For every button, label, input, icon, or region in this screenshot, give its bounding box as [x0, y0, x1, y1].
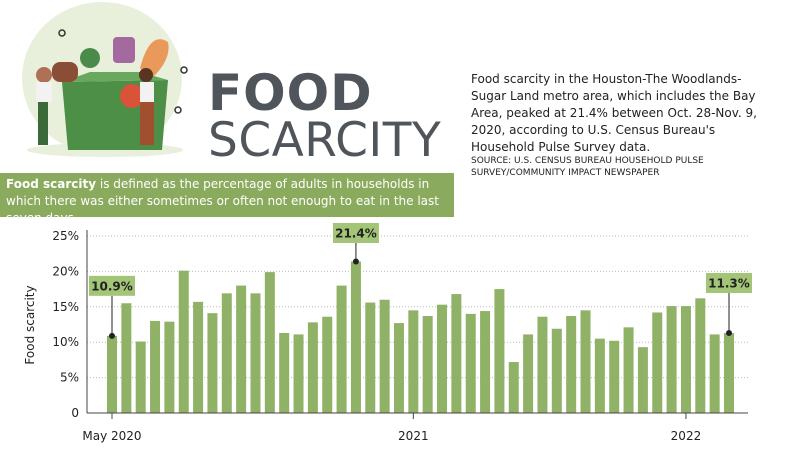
- x-tick-label: May 2020: [82, 429, 141, 443]
- label-dot: [726, 329, 732, 336]
- bar: [236, 285, 247, 413]
- bar: [379, 299, 390, 413]
- definition-term: Food scarcity: [6, 177, 97, 191]
- bar: [551, 328, 562, 413]
- bar: [465, 313, 476, 413]
- bar: [207, 313, 218, 413]
- bar: [566, 316, 577, 413]
- bar: [264, 272, 275, 413]
- bar: [150, 320, 161, 413]
- bar: [480, 311, 491, 413]
- y-tick-label: 15%: [52, 300, 79, 314]
- x-tick-label: 2021: [398, 429, 429, 443]
- illustration: [22, 2, 188, 157]
- label-box: [706, 272, 752, 293]
- bar: [609, 340, 620, 413]
- bar: [164, 321, 175, 413]
- bar: [365, 302, 376, 413]
- bar: [193, 301, 204, 413]
- bar: [623, 327, 634, 413]
- bar: [494, 289, 505, 413]
- bar: [508, 362, 519, 413]
- bar: [537, 316, 548, 413]
- y-tick-label: 5%: [60, 371, 79, 385]
- bar: [393, 323, 404, 413]
- bar: [652, 312, 663, 413]
- bar: [437, 304, 448, 413]
- bar: [322, 316, 333, 413]
- bar: [178, 270, 189, 413]
- bar: [293, 334, 304, 413]
- bar: [350, 261, 361, 413]
- bar: [523, 334, 534, 413]
- definition-text: is defined as the percentage of adults i…: [6, 177, 439, 225]
- bar: [279, 332, 290, 413]
- y-axis-label: Food scarcity: [23, 285, 37, 364]
- bar: [451, 294, 462, 413]
- definition: Food scarcity is defined as the percenta…: [0, 173, 454, 225]
- label-dot: [109, 332, 115, 339]
- y-tick-label: 25%: [52, 229, 79, 243]
- title: FOOD: [208, 64, 373, 122]
- bar: [594, 338, 605, 413]
- bar: [307, 322, 318, 413]
- bar: [107, 335, 117, 413]
- label-box: [89, 275, 135, 296]
- value-label: 11.3%: [708, 276, 750, 290]
- source: SOURCE: U.S. CENSUS BUREAU HOUSEHOLD PUL…: [471, 156, 704, 178]
- value-label: 10.9%: [91, 279, 133, 293]
- bar: [580, 310, 591, 413]
- label-box: [332, 223, 379, 243]
- bar: [724, 332, 734, 413]
- y-tick-label: 20%: [52, 264, 79, 278]
- bar: [637, 347, 648, 413]
- title: SCARCITY: [208, 113, 442, 168]
- label-dot: [352, 258, 359, 265]
- y-tick-label: 10%: [52, 335, 79, 349]
- description: Food scarcity in the Houston-The Woodlan…: [471, 72, 757, 154]
- bar: [408, 310, 419, 413]
- bar: [666, 306, 677, 413]
- y-tick-label: 0: [71, 406, 79, 420]
- value-label: 21.4%: [335, 227, 377, 241]
- bar: [336, 285, 347, 413]
- bar: [422, 316, 433, 413]
- bar: [135, 341, 146, 413]
- bar: [250, 293, 261, 413]
- bar: [221, 293, 232, 413]
- x-tick-label: 2022: [671, 429, 702, 443]
- bar: [695, 298, 706, 413]
- bar: [709, 334, 720, 413]
- bar: [121, 303, 132, 413]
- bar: [680, 306, 691, 413]
